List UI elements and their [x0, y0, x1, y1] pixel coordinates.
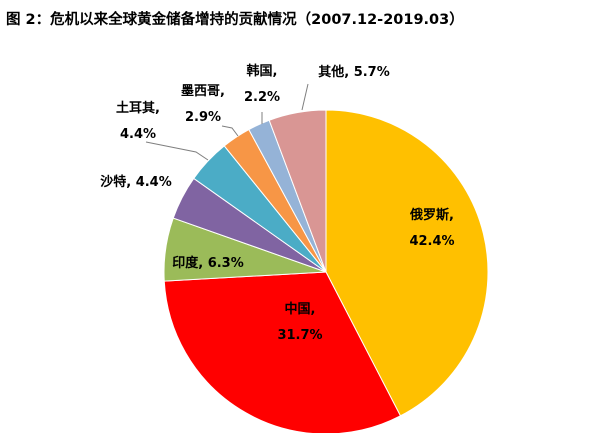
value-label: 4.4% — [136, 175, 172, 190]
data-label: 中国, — [285, 301, 316, 317]
category-label: 墨西哥 — [181, 83, 220, 99]
data-label: 俄罗斯, — [409, 207, 454, 223]
pie — [163, 109, 489, 433]
data-label: 2.2% — [244, 90, 280, 105]
chart-title: 图 2：危机以来全球黄金储备增持的贡献情况（2007.12-2019.03） — [6, 10, 464, 28]
label-separator: , — [220, 84, 225, 99]
data-label: 42.4% — [409, 234, 454, 249]
pie-slice — [163, 271, 402, 433]
leader-line — [301, 83, 309, 111]
label-separator: , — [155, 101, 160, 116]
category-label: 沙特 — [100, 174, 126, 190]
category-label: 韩国 — [247, 63, 273, 79]
value-label: 6.3% — [208, 256, 244, 271]
data-label: 4.4% — [120, 127, 156, 142]
leader-lines — [145, 83, 309, 161]
pie-slice — [325, 109, 489, 417]
label-separator: , — [311, 302, 316, 317]
data-label: 沙特, 4.4% — [100, 174, 172, 190]
data-label: 墨西哥, — [181, 83, 225, 99]
category-label: 俄罗斯 — [409, 207, 449, 223]
label-separator: , — [198, 256, 207, 271]
leader-line — [145, 141, 209, 161]
value-label: 31.7% — [277, 328, 322, 343]
category-label: 其他 — [318, 64, 344, 80]
label-separator: , — [126, 175, 135, 190]
data-label: 韩国, — [247, 63, 278, 79]
value-label: 2.9% — [185, 110, 221, 125]
label-separator: , — [273, 64, 278, 79]
value-label: 4.4% — [120, 127, 156, 142]
category-label: 土耳其 — [116, 100, 155, 116]
data-label: 31.7% — [277, 328, 322, 343]
data-label: 其他, 5.7% — [318, 64, 390, 80]
label-separator: , — [344, 65, 353, 80]
leader-line — [221, 125, 239, 137]
category-label: 中国 — [285, 301, 311, 317]
value-label: 2.2% — [244, 90, 280, 105]
data-label: 2.9% — [185, 110, 221, 125]
pie-slice — [268, 109, 327, 273]
data-label: 印度, 6.3% — [172, 255, 244, 271]
category-label: 印度 — [172, 255, 199, 271]
data-label: 土耳其, — [116, 100, 160, 116]
label-separator: , — [449, 208, 454, 223]
value-label: 5.7% — [354, 65, 390, 80]
value-label: 42.4% — [409, 234, 454, 249]
